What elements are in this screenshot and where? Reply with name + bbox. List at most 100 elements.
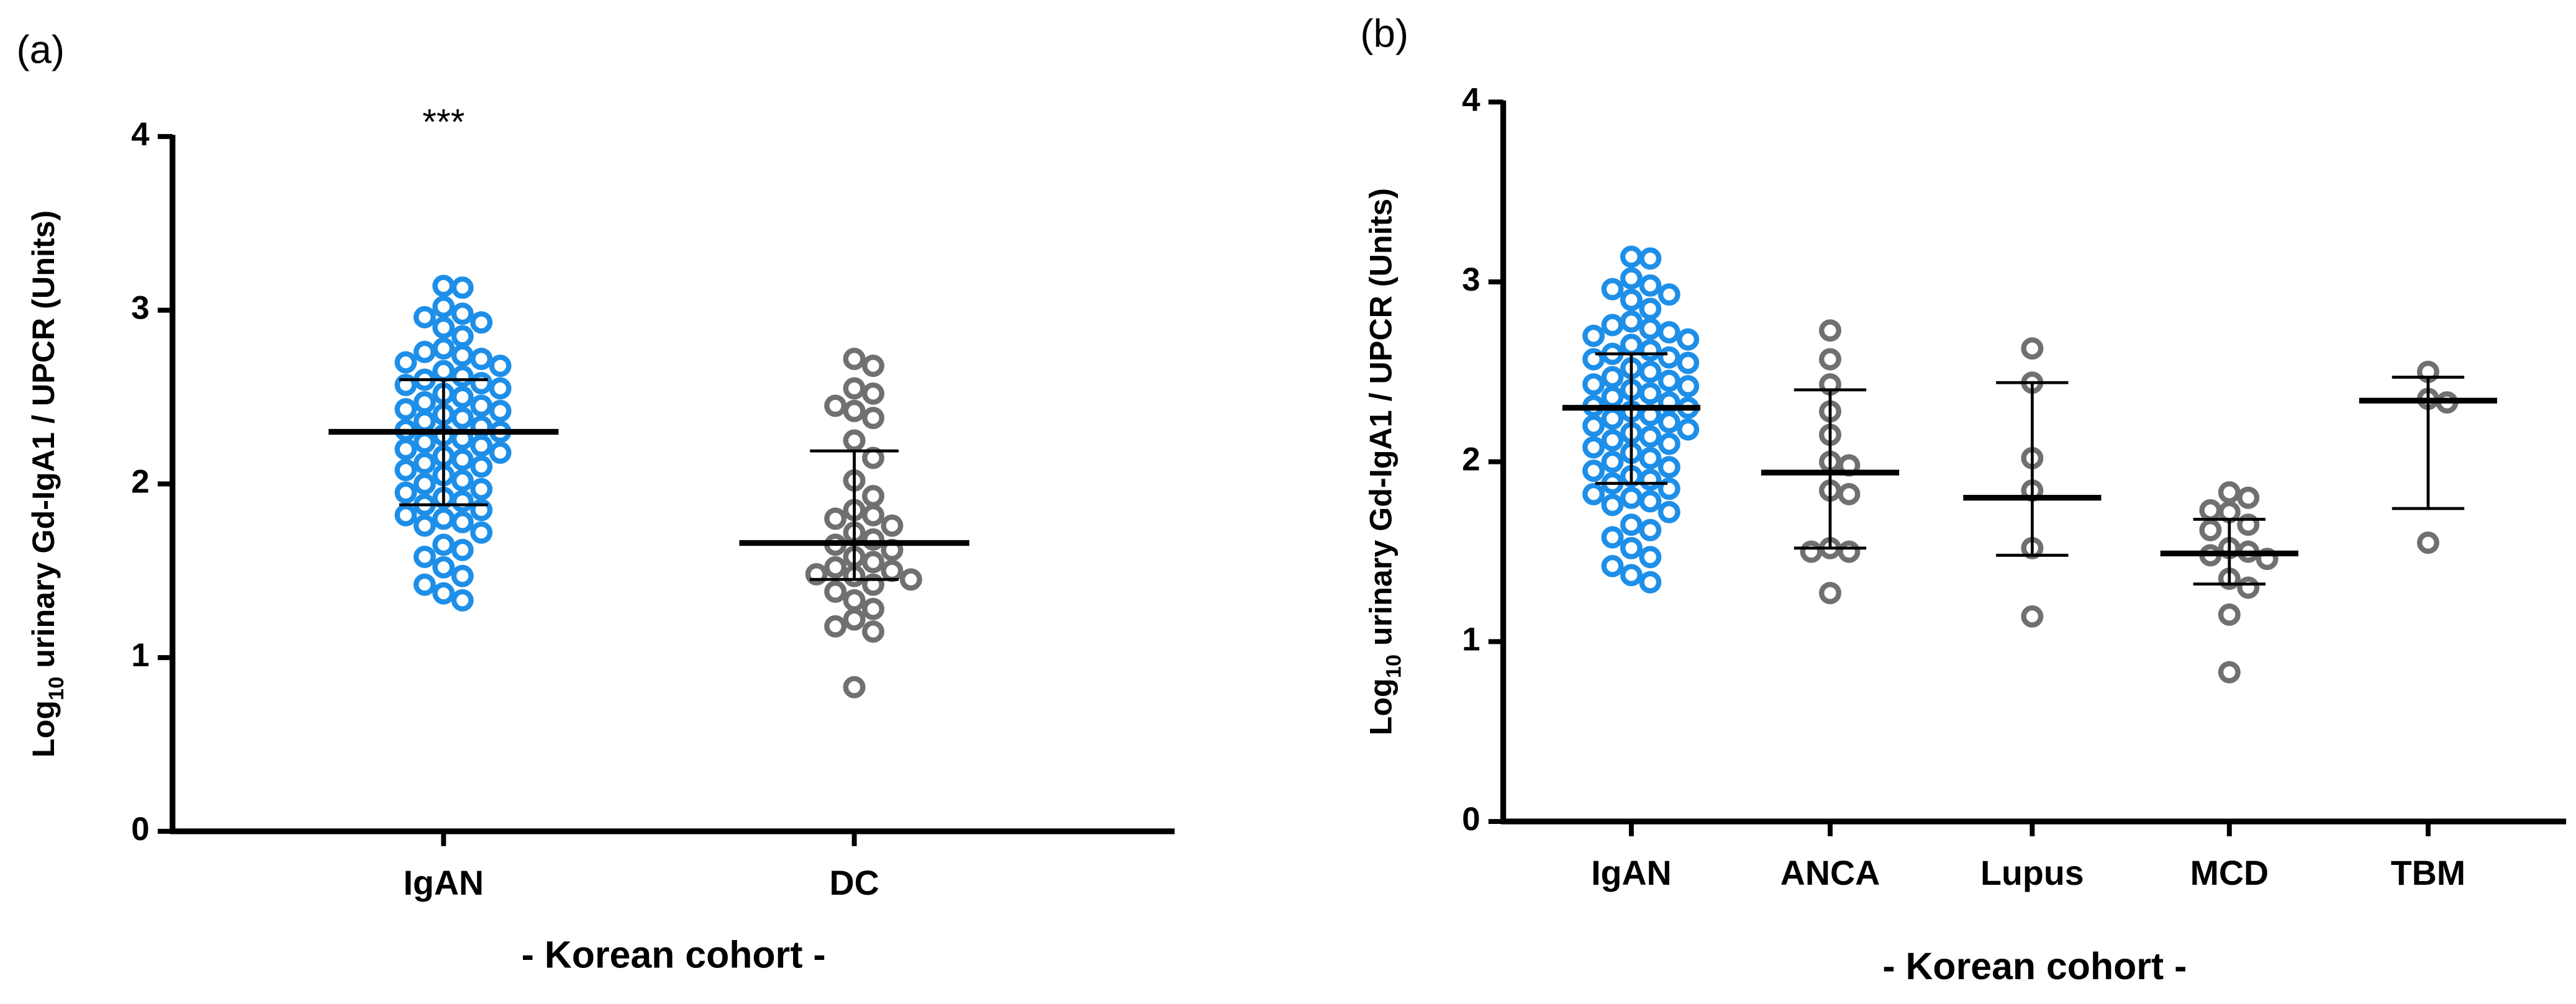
data-point [2256, 548, 2279, 571]
data-point [1620, 333, 1643, 356]
data-point [489, 441, 512, 464]
y-tick-label: 4 [1462, 81, 1481, 118]
data-point [432, 274, 455, 297]
data-point [1601, 314, 1624, 337]
data-point [451, 510, 474, 533]
y-tick-label: 2 [1462, 441, 1480, 478]
data-point [1639, 297, 1662, 320]
data-point [1582, 373, 1605, 396]
data-point [1639, 546, 1662, 569]
data-point [843, 608, 866, 631]
data-point [1582, 348, 1605, 371]
data-point [413, 410, 436, 433]
data-point [432, 507, 455, 530]
y-tick-label: 0 [131, 811, 149, 848]
data-point [413, 431, 436, 454]
data-point [1658, 500, 1680, 523]
data-point [451, 407, 474, 430]
data-point [1818, 348, 1841, 371]
data-point [862, 504, 885, 527]
data-point [1620, 564, 1643, 587]
data-point [2416, 531, 2439, 554]
data-point [1620, 288, 1643, 311]
data-point [843, 399, 866, 422]
data-point [2021, 605, 2044, 628]
data-point [1639, 247, 1662, 270]
data-point [470, 499, 493, 522]
data-point [451, 386, 474, 409]
data-point [1838, 482, 1861, 505]
data-point [413, 340, 436, 363]
data-point [432, 556, 455, 579]
data-point [451, 490, 474, 513]
data-point [824, 394, 847, 417]
data-point [1601, 386, 1624, 409]
y-tick-label: 1 [1462, 621, 1480, 658]
y-axis-label-part: Log [1364, 678, 1399, 735]
data-point [394, 438, 417, 461]
y-tick-label: 0 [1462, 801, 1480, 838]
data-point [451, 325, 474, 348]
x-axis-label: - Korean cohort - [522, 934, 826, 976]
x-tick-label: ANCA [1780, 854, 1880, 892]
data-point [451, 564, 474, 587]
data-point [881, 514, 904, 537]
data-point [881, 559, 904, 582]
data-point [489, 355, 512, 378]
data-point [432, 296, 455, 319]
data-point [1658, 432, 1680, 455]
data-point [394, 481, 417, 504]
data-point [1658, 477, 1680, 500]
data-point [1639, 518, 1662, 541]
data-point [2218, 481, 2241, 504]
data-point [862, 573, 885, 596]
x-tick-label: MCD [2190, 854, 2269, 892]
data-point [1658, 391, 1680, 414]
data-point [1620, 245, 1643, 268]
data-point [413, 473, 436, 495]
data-point [432, 582, 455, 605]
data-point [862, 528, 885, 551]
data-point [843, 676, 866, 699]
y-tick-label: 1 [131, 637, 149, 674]
data-point [1639, 446, 1662, 469]
data-point [862, 597, 885, 620]
data-point [1677, 351, 1700, 374]
data-point [2199, 499, 2222, 522]
data-point [1639, 339, 1662, 362]
data-point [489, 377, 512, 400]
y-axis-label-part: urinary Gd-IgA1 / UPCR (Units) [26, 210, 61, 677]
data-point [470, 455, 493, 478]
data-point [824, 507, 847, 530]
data-point [1639, 317, 1662, 340]
x-tick-label: TBM [2391, 854, 2465, 892]
data-point [1601, 554, 1624, 577]
significance-annotation: *** [422, 102, 465, 143]
data-point [1601, 450, 1624, 473]
data-point [394, 373, 417, 396]
data-point [1601, 407, 1624, 430]
x-tick-label: DC [829, 864, 879, 902]
data-point [1582, 436, 1605, 459]
data-point [862, 446, 885, 469]
data-point [1601, 366, 1624, 389]
data-point [470, 347, 493, 370]
data-point [413, 305, 436, 328]
data-point [1838, 540, 1861, 563]
data-point [451, 344, 474, 367]
data-point [1620, 536, 1643, 559]
data-point [1639, 571, 1662, 594]
x-tick-label: IgAN [403, 864, 484, 902]
data-point [470, 311, 493, 334]
panel-label: (b) [1360, 12, 1408, 55]
data-point [451, 538, 474, 561]
data-point [451, 448, 474, 471]
data-point [489, 399, 512, 422]
data-point [1658, 456, 1680, 479]
data-point [470, 394, 493, 417]
data-point [824, 615, 847, 638]
data-point [451, 469, 474, 492]
data-point [1677, 375, 1700, 398]
data-point [1658, 410, 1680, 433]
data-point [862, 551, 885, 574]
